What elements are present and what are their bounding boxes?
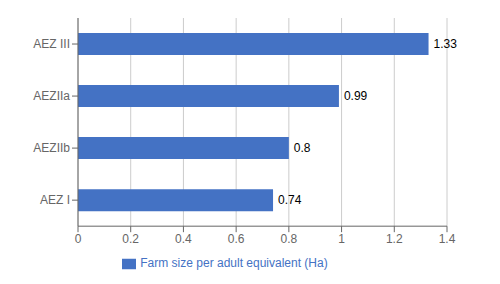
svg-text:1.4: 1.4 bbox=[439, 232, 456, 246]
svg-text:1: 1 bbox=[338, 232, 345, 246]
svg-text:0.8: 0.8 bbox=[281, 232, 298, 246]
svg-text:1.33: 1.33 bbox=[434, 37, 458, 51]
svg-text:AEZIIa: AEZIIa bbox=[33, 89, 70, 103]
svg-text:0.4: 0.4 bbox=[175, 232, 192, 246]
svg-text:0.74: 0.74 bbox=[278, 193, 302, 207]
svg-text:AEZIIb: AEZIIb bbox=[33, 141, 70, 155]
svg-text:1.2: 1.2 bbox=[386, 232, 403, 246]
html-text:Farm size per adult equivalent: Farm size per adult equivalent (Ha) bbox=[140, 256, 328, 271]
svg-text:0.8: 0.8 bbox=[294, 141, 311, 155]
svg-text:AEZ III: AEZ III bbox=[33, 37, 70, 51]
svg-text:0: 0 bbox=[75, 232, 82, 246]
svg-text:AEZ I: AEZ I bbox=[40, 193, 70, 207]
svg-text:0.99: 0.99 bbox=[344, 89, 368, 103]
svg-text:0.2: 0.2 bbox=[122, 232, 139, 246]
svg-text:0.6: 0.6 bbox=[228, 232, 245, 246]
